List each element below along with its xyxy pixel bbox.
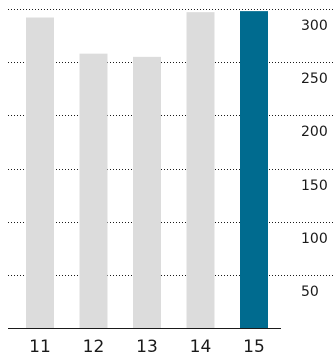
bar-12 [79,53,108,328]
x-tick-label-13: 13 [136,337,158,355]
x-tick-label-12: 12 [83,337,105,355]
y-tick-label-100: 100 [301,231,328,247]
gridlines [8,9,334,276]
bar-14 [186,12,215,328]
y-tick-label-300: 300 [301,18,328,34]
bar-11 [26,17,54,329]
x-axis-tick-labels: 11 12 13 14 15 [29,337,265,355]
y-tick-label-200: 200 [301,124,328,140]
y-tick-label-150: 150 [301,178,328,194]
bars [26,11,268,329]
bar-15 [240,11,268,328]
x-tick-label-15: 15 [243,337,265,355]
x-tick-label-11: 11 [29,337,51,355]
y-tick-label-250: 250 [301,71,328,87]
x-tick-label-14: 14 [190,337,212,355]
bar-13 [133,56,161,328]
y-tick-label-50: 50 [301,284,319,300]
y-axis-tick-labels: 50 100 150 200 250 300 [301,18,328,300]
